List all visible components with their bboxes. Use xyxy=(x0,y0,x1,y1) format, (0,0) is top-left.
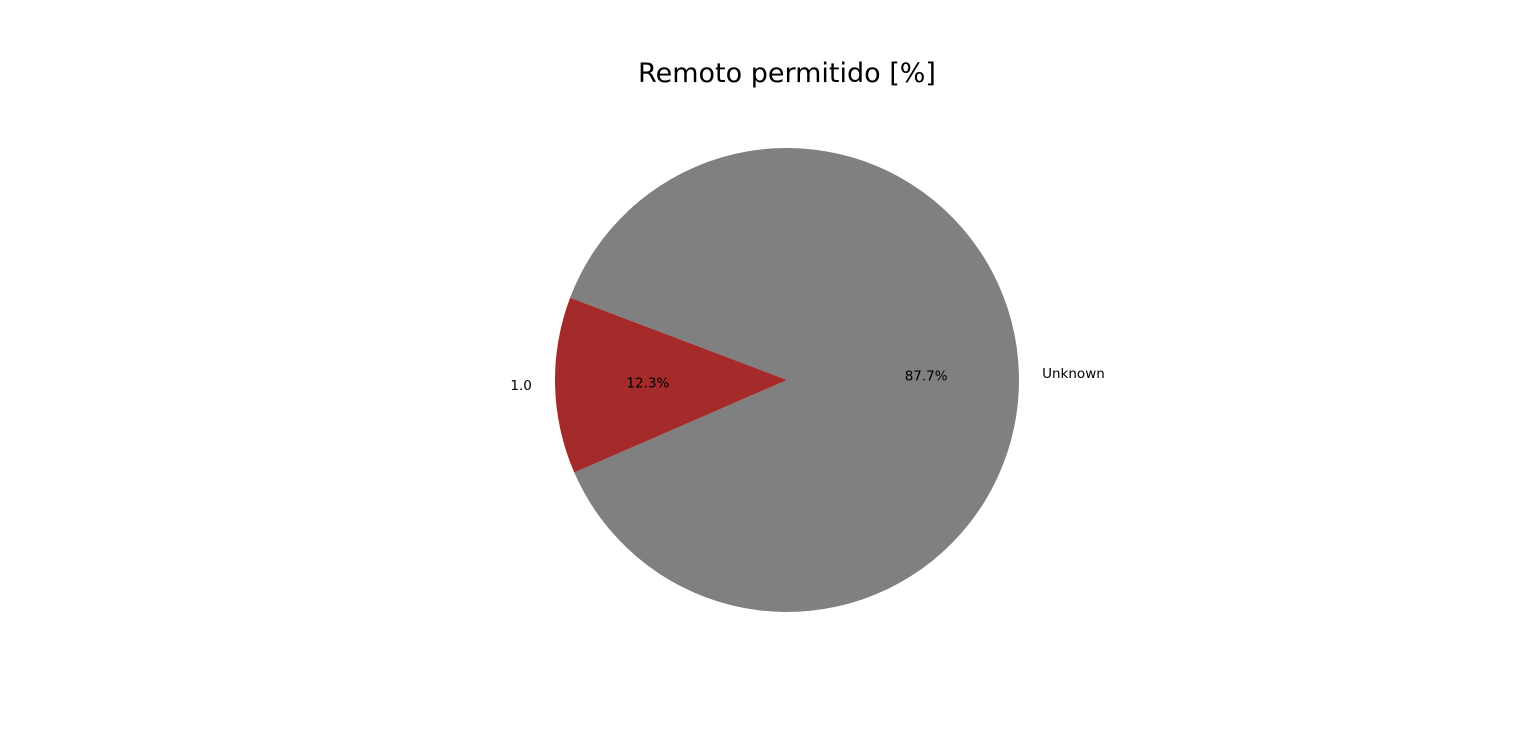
pie-slice-1 xyxy=(555,297,787,473)
chart-title: Remoto permitido [%] xyxy=(638,58,936,89)
pie-slice-0 xyxy=(570,147,1020,612)
pie-labels: 87.7% Unknown 12.3% 1.0 xyxy=(510,366,1104,394)
slice-category-label: 1.0 xyxy=(510,378,531,394)
slice-percent-label: 12.3% xyxy=(626,375,669,391)
pie-slices xyxy=(555,147,1020,612)
slice-percent-label: 87.7% xyxy=(905,369,948,385)
slice-category-label: Unknown xyxy=(1042,366,1105,382)
